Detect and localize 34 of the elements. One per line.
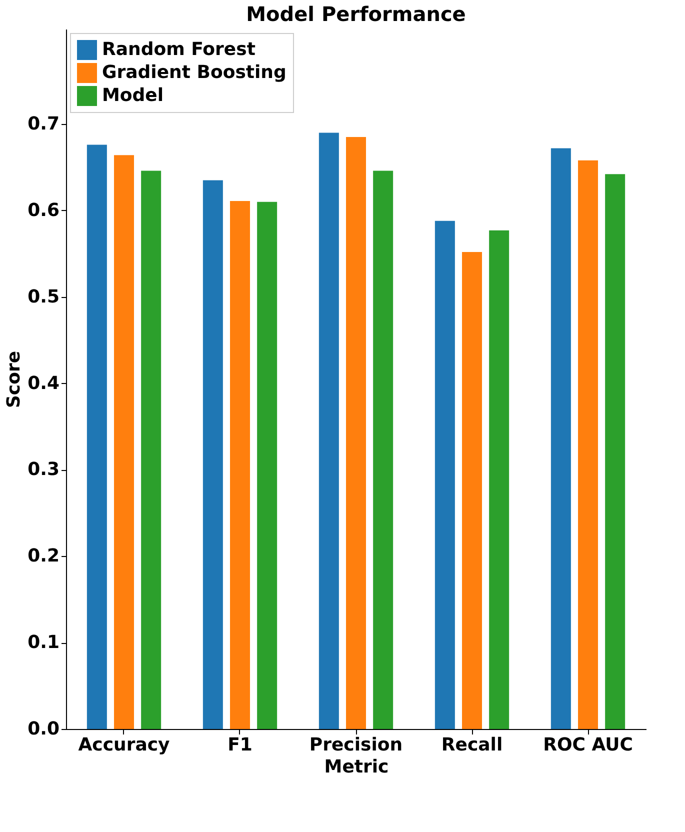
y-tick-label: 0.0 [28, 718, 60, 740]
y-tick-label: 0.7 [28, 114, 60, 135]
chart-title: Model Performance [246, 2, 466, 26]
bar [489, 230, 510, 729]
bar [434, 220, 455, 729]
bar [141, 170, 162, 729]
x-tick-label: Accuracy [78, 734, 170, 756]
x-tick-label: F1 [228, 734, 252, 756]
y-tick-label: 0.2 [28, 546, 60, 567]
bar [605, 174, 626, 729]
bar [550, 148, 571, 729]
y-tick-label: 0.5 [28, 286, 60, 308]
bar [578, 160, 598, 729]
bar [257, 202, 278, 729]
x-tick-label: Precision [309, 734, 403, 756]
legend-label: Model [102, 85, 164, 106]
y-tick-label: 0.6 [28, 200, 60, 221]
y-tick-label: 0.4 [28, 372, 60, 394]
y-tick-label: 0.3 [28, 459, 60, 480]
bar [462, 252, 482, 729]
bar [114, 155, 134, 729]
y-tick-label: 0.1 [28, 632, 60, 654]
x-tick-label: ROC AUC [543, 734, 633, 756]
bar [86, 144, 107, 729]
x-axis-title: Metric [324, 756, 389, 778]
legend-label: Gradient Boosting [102, 62, 286, 83]
bar [230, 200, 250, 729]
legend-label: Random Forest [102, 39, 256, 60]
y-axis-title: Score [4, 350, 25, 408]
x-tick-label: Recall [441, 734, 503, 756]
bar [373, 170, 394, 729]
bar [202, 180, 223, 729]
bar [346, 137, 366, 729]
bar [318, 132, 339, 729]
